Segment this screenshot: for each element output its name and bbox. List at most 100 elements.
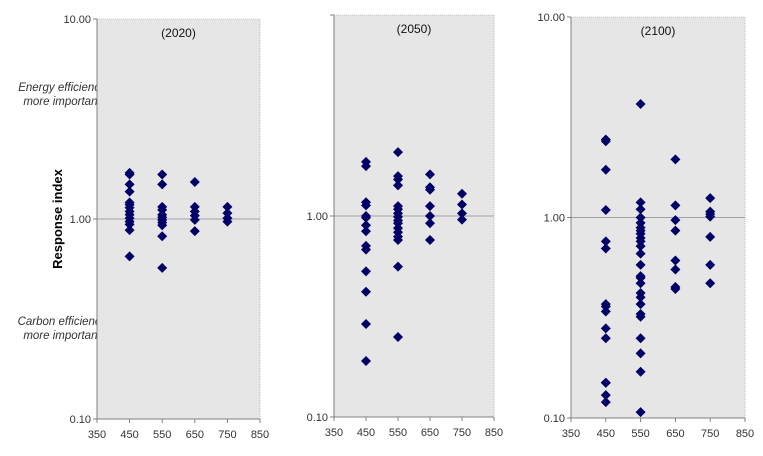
data-point bbox=[124, 186, 135, 197]
data-point bbox=[222, 201, 233, 212]
data-point bbox=[124, 225, 135, 236]
data-point bbox=[189, 214, 200, 225]
data-point bbox=[705, 259, 716, 270]
data-point bbox=[124, 219, 135, 230]
data-point bbox=[425, 201, 435, 212]
data-point bbox=[222, 208, 233, 219]
data-point bbox=[157, 220, 168, 231]
data-point bbox=[425, 184, 435, 195]
data-point bbox=[635, 299, 646, 310]
data-point bbox=[635, 241, 646, 252]
data-point bbox=[393, 261, 403, 272]
x-tick-label: 550 bbox=[389, 427, 407, 439]
data-point bbox=[361, 200, 371, 211]
data-point bbox=[393, 180, 403, 191]
y-tick-label: 1.00 bbox=[307, 211, 328, 223]
panel-title: (2020) bbox=[161, 26, 196, 40]
annotation-lower-line2: more important bbox=[23, 330, 101, 342]
y-tick-label: 0.10 bbox=[307, 412, 328, 424]
data-point bbox=[635, 272, 646, 283]
data-point bbox=[600, 236, 611, 247]
data-point bbox=[670, 283, 681, 294]
data-point bbox=[393, 174, 403, 185]
x-tick-label: 650 bbox=[421, 427, 439, 439]
data-point bbox=[600, 333, 611, 344]
data-point bbox=[361, 226, 371, 237]
data-point bbox=[635, 204, 646, 215]
data-point bbox=[361, 212, 371, 223]
data-point bbox=[635, 311, 646, 322]
data-point bbox=[635, 333, 646, 344]
data-point bbox=[670, 154, 681, 165]
y-tick-label: 10.00 bbox=[63, 14, 91, 26]
x-tick-label: 750 bbox=[453, 427, 471, 439]
data-point bbox=[600, 136, 611, 147]
data-point bbox=[635, 366, 646, 377]
x-tick-label: 850 bbox=[251, 429, 269, 441]
x-tick-label: 850 bbox=[736, 428, 754, 440]
data-point bbox=[189, 177, 200, 188]
data-point bbox=[457, 188, 467, 199]
panel-0: 0.10 1.00 10.00 350 450 550 650 750 850 (2020) bbox=[63, 14, 269, 441]
panel-1: 0.10 1.00 350 450 550 650 750 850 (2050) bbox=[307, 14, 503, 439]
data-point bbox=[157, 262, 168, 273]
data-point bbox=[457, 214, 467, 225]
annotation-lower-line1: Carbon efficiency bbox=[18, 316, 108, 328]
data-point bbox=[670, 225, 681, 236]
data-point bbox=[635, 197, 646, 208]
data-point bbox=[425, 211, 435, 221]
data-point bbox=[670, 215, 681, 226]
data-point bbox=[635, 348, 646, 359]
y-axis-label: Response index bbox=[50, 168, 65, 268]
data-point bbox=[670, 264, 681, 275]
data-point bbox=[670, 200, 681, 211]
data-point bbox=[361, 220, 371, 231]
data-point bbox=[600, 306, 611, 317]
data-point bbox=[705, 211, 716, 222]
data-point bbox=[600, 164, 611, 175]
x-tick-label: 450 bbox=[120, 429, 138, 441]
x-tick-label: 650 bbox=[186, 429, 204, 441]
data-point bbox=[361, 319, 371, 330]
data-point bbox=[361, 244, 371, 255]
y-tick-label: 1.00 bbox=[70, 214, 91, 226]
data-point bbox=[600, 323, 611, 334]
data-point bbox=[393, 234, 403, 245]
x-tick-label: 550 bbox=[631, 428, 649, 440]
data-point bbox=[157, 179, 168, 190]
data-point bbox=[600, 204, 611, 215]
data-point bbox=[425, 218, 435, 229]
data-point bbox=[635, 99, 646, 110]
y-tick-label: 0.10 bbox=[70, 414, 91, 426]
data-point bbox=[635, 407, 646, 418]
x-tick-label: 350 bbox=[562, 428, 580, 440]
data-point bbox=[361, 161, 371, 172]
data-point bbox=[157, 169, 168, 180]
data-point bbox=[600, 377, 611, 388]
data-point bbox=[635, 278, 646, 289]
x-tick-label: 650 bbox=[666, 428, 684, 440]
data-point bbox=[361, 266, 371, 277]
data-point bbox=[124, 169, 135, 180]
data-point bbox=[600, 243, 611, 254]
data-point bbox=[189, 226, 200, 237]
data-point bbox=[457, 208, 467, 219]
data-point bbox=[705, 193, 716, 204]
x-tick-label: 750 bbox=[701, 428, 719, 440]
data-point bbox=[635, 292, 646, 303]
data-point bbox=[635, 212, 646, 223]
panel-title: (2050) bbox=[397, 22, 432, 36]
data-point bbox=[425, 169, 435, 180]
panel-2: 0.10 1.00 10.00 350 450 550 650 750 850 (2100) bbox=[537, 12, 754, 440]
data-point bbox=[705, 278, 716, 289]
y-tick-label: 10.00 bbox=[537, 12, 565, 24]
data-point bbox=[425, 234, 435, 245]
annotation-upper-line1: Energy efficiency bbox=[18, 82, 107, 94]
data-point bbox=[600, 390, 611, 401]
annotation-upper-line2: more important bbox=[23, 96, 101, 108]
x-tick-label: 450 bbox=[597, 428, 615, 440]
x-tick-label: 850 bbox=[485, 427, 503, 439]
data-point bbox=[705, 231, 716, 242]
x-tick-label: 350 bbox=[325, 427, 343, 439]
